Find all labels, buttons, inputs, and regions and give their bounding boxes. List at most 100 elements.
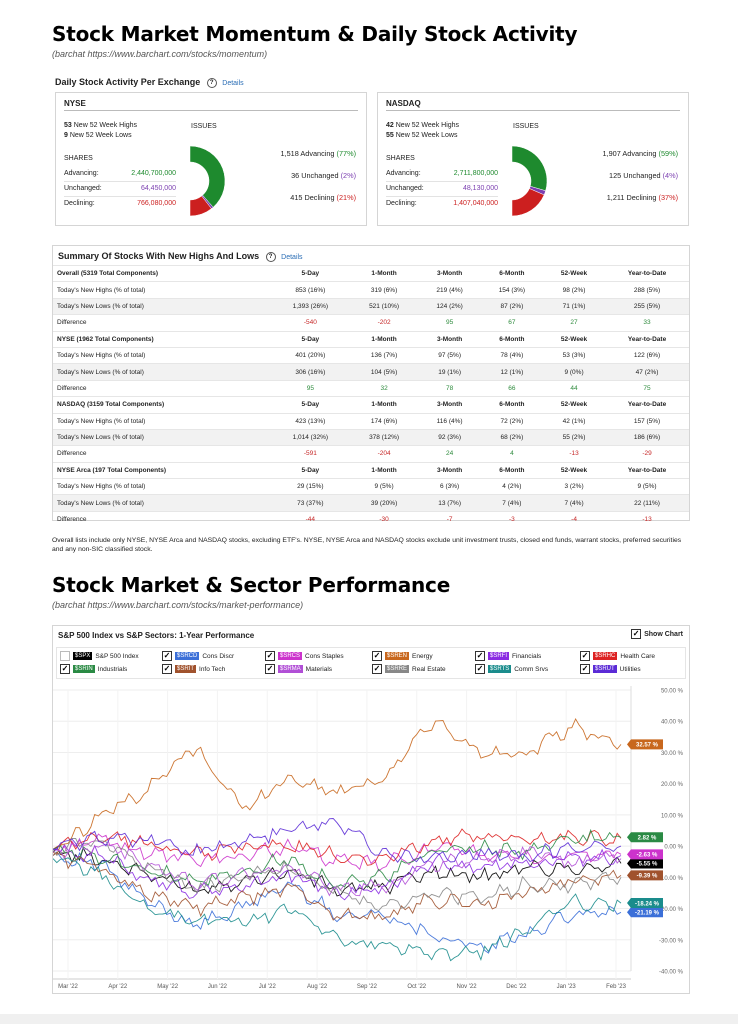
series-line: [53, 828, 622, 866]
details-link[interactable]: Details: [281, 254, 303, 261]
table-cell: 157 (5%): [605, 412, 689, 430]
checkbox-icon[interactable]: ✓: [162, 651, 172, 661]
checkbox-icon[interactable]: ✓: [265, 651, 275, 661]
checkbox-icon[interactable]: [60, 651, 70, 661]
checkbox-icon[interactable]: ✓: [580, 664, 590, 674]
checkbox-icon[interactable]: ✓: [372, 664, 382, 674]
summary-header-row: Overall (5319 Total Components) 5-Day 1-Mo…: [53, 264, 689, 282]
table-cell: 68 (2%): [480, 428, 544, 446]
summary-highs-row: Today's New Highs (% of total) 29 (15%) 9 …: [53, 478, 689, 495]
summary-lows-row: Today's New Lows (% of total) 1,393 (26%)…: [53, 297, 689, 315]
legend-name: Comm Srvs: [514, 665, 549, 673]
checkbox-icon[interactable]: ✓: [60, 664, 70, 674]
shares-row-label: Declining:: [64, 200, 95, 207]
legend-item[interactable]: ✓ $SRCD Cons Discr: [162, 651, 234, 661]
table-cell: 32: [349, 379, 419, 397]
series-end-label: 32.57 %: [636, 743, 659, 749]
table-cell: 42 (1%): [543, 412, 606, 430]
y-tick-label: 10.00 %: [661, 813, 684, 819]
table-cell: 13 (7%): [418, 494, 481, 512]
x-tick-label: Oct '22: [407, 984, 426, 990]
legend-symbol: $SRCS: [278, 652, 303, 660]
daily-activity-title-text: Daily Stock Activity Per Exchange: [55, 77, 201, 87]
legend-symbol: $SPX: [73, 652, 93, 660]
table-cell: 22 (11%): [605, 494, 689, 512]
table-cell: Difference: [53, 379, 271, 397]
table-cell: 6-Month: [480, 461, 544, 479]
divider: [64, 196, 176, 197]
help-icon[interactable]: ?: [265, 251, 276, 262]
issues-count: 36 Unchanged: [291, 171, 339, 180]
issues-percent: (4%): [662, 171, 678, 180]
table-cell: 24: [418, 445, 481, 463]
checkbox-icon[interactable]: ✓: [631, 629, 642, 639]
donut-slice-declining: [512, 188, 545, 217]
issues-donut-chart: [190, 145, 226, 217]
legend-symbol: $SRHC: [593, 652, 618, 660]
table-cell: Year-to-Date: [605, 330, 689, 348]
series-line: [53, 857, 622, 962]
issues-heading: ISSUES: [513, 123, 539, 130]
summary-difference-row: Difference 95 32 78 66 44 75: [53, 379, 689, 397]
series-line: [53, 718, 622, 856]
legend-symbol: $SRIN: [73, 665, 95, 673]
series-end-tag: -18.24 %: [627, 898, 663, 909]
series-end-tag-bg: [627, 849, 663, 860]
legend-item[interactable]: ✓ $SRHC Health Care: [580, 651, 655, 661]
legend-item[interactable]: ✓ $SRTS Comm Srvs: [475, 664, 548, 674]
line-chart: 50.00 % 40.00 % 30.00 % 20.00 % 10.00 % 0.00 …: [53, 686, 684, 990]
legend-item[interactable]: ✓ $SRRE Real Estate: [372, 664, 446, 674]
table-cell: 6-Month: [480, 396, 544, 414]
checkbox-icon[interactable]: ✓: [580, 651, 590, 661]
new-highs-line: 42 New 52 Week Highs: [386, 122, 459, 129]
legend-item[interactable]: ✓ $SRMA Materials: [265, 664, 332, 674]
table-cell: 47 (2%): [605, 363, 689, 381]
summary-title-text: Summary Of Stocks With New Highs And Low…: [58, 251, 260, 261]
x-tick-label: Nov '22: [456, 984, 477, 990]
page-footer-strip: [0, 1014, 738, 1024]
new-lows-line: 9 New 52 Week Lows: [64, 132, 132, 139]
shares-row-label: Advancing:: [64, 170, 99, 177]
checkbox-icon[interactable]: ✓: [265, 664, 275, 674]
table-cell: 52-Week: [543, 461, 606, 479]
legend-item[interactable]: $SPX S&P 500 Index: [60, 651, 139, 661]
legend-item[interactable]: ✓ $SRIT Info Tech: [162, 664, 225, 674]
table-cell: Difference: [53, 510, 271, 528]
new-lows-label: New 52 Week Lows: [395, 132, 458, 139]
y-tick-label: -20.00 %: [659, 907, 684, 913]
help-icon[interactable]: ?: [206, 77, 217, 88]
x-tick-label: Dec '22: [506, 984, 527, 990]
legend-item[interactable]: ✓ $SRCS Cons Staples: [265, 651, 344, 661]
chart-legend: $SPX S&P 500 Index ✓ $SRCD Cons Discr ✓ $SRCS C…: [56, 647, 686, 679]
new-highs-count: 53: [64, 122, 72, 129]
legend-name: Materials: [305, 665, 333, 673]
legend-item[interactable]: ✓ $SREN Energy: [372, 651, 433, 661]
table-cell: 6-Month: [480, 330, 544, 348]
legend-item[interactable]: ✓ $SRIN Industrials: [60, 664, 127, 674]
donut-slice-advancing: [190, 145, 226, 208]
legend-name: Cons Discr: [202, 652, 235, 660]
legend-item[interactable]: ✓ $SRFI Financials: [475, 651, 541, 661]
new-highs-line: 53 New 52 Week Highs: [64, 122, 137, 129]
series-line: [53, 833, 622, 872]
show-chart-toggle[interactable]: ✓ Show Chart: [631, 629, 683, 639]
table-cell: 27: [543, 314, 606, 332]
checkbox-icon[interactable]: ✓: [475, 664, 485, 674]
series-end-tag: -21.19 %: [627, 907, 663, 918]
checkbox-icon[interactable]: ✓: [372, 651, 382, 661]
table-cell: 5-Day: [271, 330, 350, 348]
legend-item[interactable]: ✓ $SRUT Utilities: [580, 664, 641, 674]
table-cell: -3: [480, 510, 544, 528]
details-link[interactable]: Details: [222, 80, 244, 87]
new-lows-line: 55 New 52 Week Lows: [386, 132, 457, 139]
y-tick-label: 40.00 %: [661, 720, 684, 726]
shares-row-value: 2,440,700,000: [131, 170, 176, 177]
table-cell: 1-Month: [349, 461, 419, 479]
checkbox-icon[interactable]: ✓: [475, 651, 485, 661]
table-cell: 75: [605, 379, 689, 397]
series-end-label: -5.55 %: [637, 862, 658, 868]
table-cell: -202: [349, 314, 419, 332]
checkbox-icon[interactable]: ✓: [162, 664, 172, 674]
issues-row: 125 Unchanged (4%): [609, 171, 678, 180]
table-cell: 3-Month: [418, 461, 481, 479]
